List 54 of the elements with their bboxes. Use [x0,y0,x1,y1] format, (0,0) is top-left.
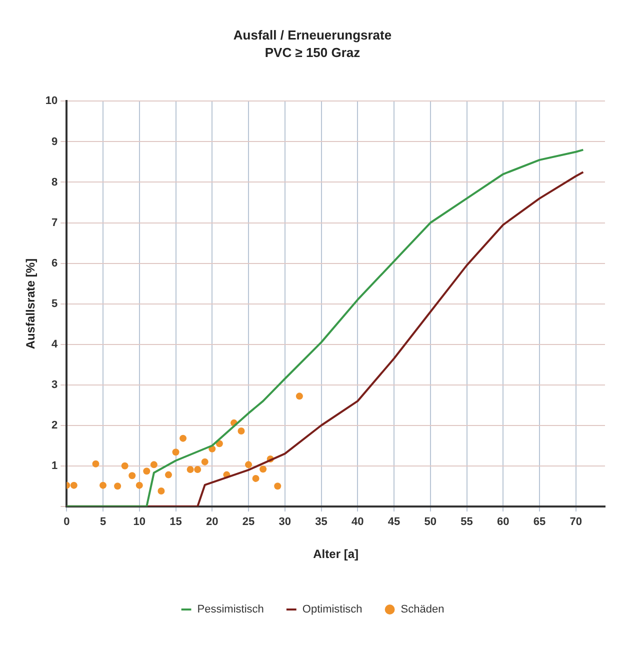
x-tick-label: 5 [100,516,106,528]
x-tick-label: 70 [570,516,582,528]
legend-label: Schäden [400,604,444,616]
y-tick-label: 6 [52,257,58,270]
point [186,466,194,474]
point [136,482,143,489]
x-tick-label: 30 [278,516,292,528]
chart-title: Ausfall / Erneuerungsrate [233,27,392,42]
point [201,458,208,466]
y-tick-label: 9 [52,136,58,148]
point [296,392,303,400]
point [158,488,165,495]
x-tick-label: 0 [64,516,70,528]
x-tick-label: 60 [497,516,510,528]
legend-label: Pessimistisch [197,604,264,616]
x-tick-label: 15 [170,516,182,528]
point [143,468,150,475]
y-tick-label: 4 [52,338,59,350]
point [252,474,260,482]
x-tick-label: 20 [206,516,218,528]
y-axis-title: Ausfallsrate [%] [24,258,38,350]
x-tick-label: 10 [133,516,146,528]
y-tick-label: 10 [45,95,58,108]
x-tick-label: 45 [388,516,400,528]
x-tick-label: 55 [460,516,473,528]
point [172,448,180,456]
y-tick-label: 7 [52,216,58,229]
x-tick-label: 25 [242,516,255,528]
y-tick-label: 5 [52,298,58,310]
point [245,461,252,468]
point [114,482,122,490]
point [260,466,267,473]
point [121,462,128,470]
point [150,461,158,468]
point [194,466,202,474]
chart-subtitle: PVC ≥ 150 Graz [264,44,361,60]
point [238,428,245,435]
point [92,460,100,468]
x-tick-label: 50 [424,516,437,528]
point [100,482,107,489]
point [180,434,187,442]
point [128,472,136,480]
x-tick-label: 40 [352,516,364,528]
y-tick-label: 2 [52,419,58,432]
x-tick-label: 65 [533,516,546,528]
x-axis-title: Alter [a] [313,547,358,562]
x-tick-label: 35 [315,516,328,528]
point [164,471,172,478]
legend-label: Optimistisch [302,604,362,616]
point [70,482,78,489]
point [274,482,282,490]
y-tick-label: 3 [52,378,58,391]
y-tick-label: 1 [52,460,58,472]
y-tick-label: 8 [52,176,58,188]
